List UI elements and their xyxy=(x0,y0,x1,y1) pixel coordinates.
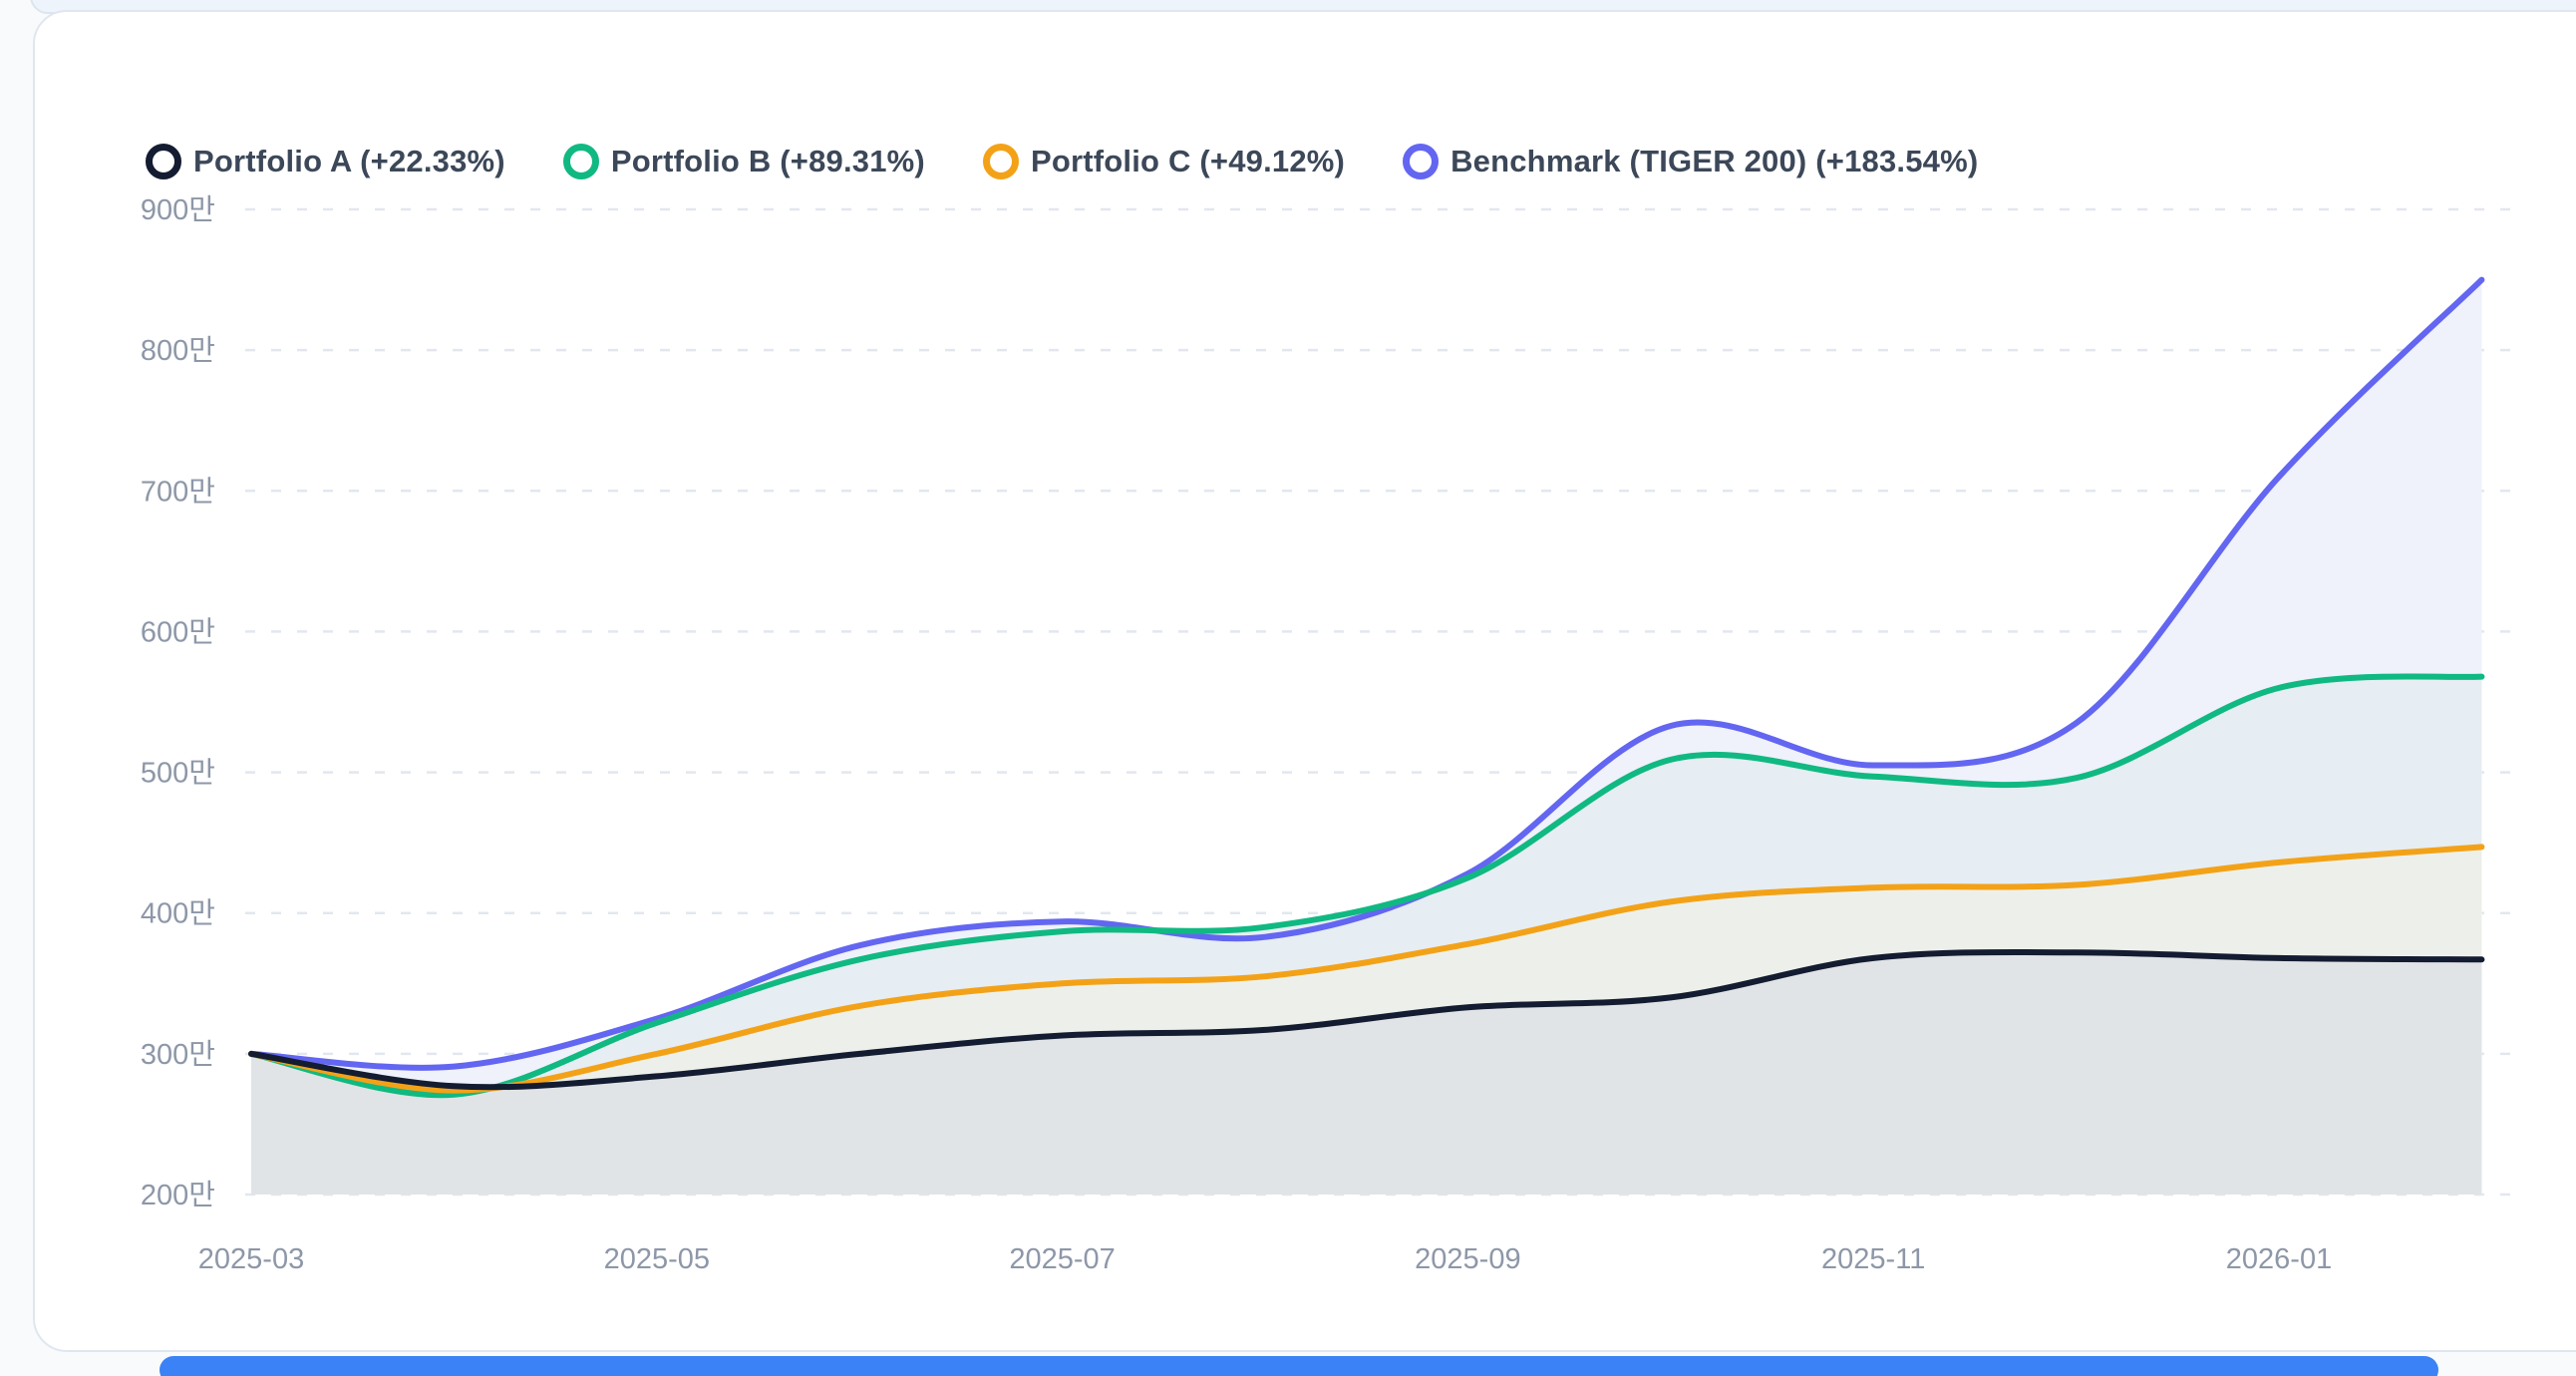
y-axis-tick-label: 400만 xyxy=(141,898,215,930)
legend-item-label: Portfolio C (+49.12%) xyxy=(1030,144,1346,178)
legend-item-label: Portfolio B (+89.31%) xyxy=(610,144,925,178)
y-axis-tick-label: 700만 xyxy=(141,476,215,508)
y-axis-tick-label: 600만 xyxy=(141,616,215,648)
x-axis-tick-label: 2025-09 xyxy=(1415,1243,1520,1275)
y-axis-tick-label: 800만 xyxy=(141,335,215,367)
x-axis-tick-label: 2025-11 xyxy=(1821,1243,1925,1275)
legend-item-4[interactable]: Benchmark (TIGER 200) (+183.54%) xyxy=(1403,144,1978,179)
series-line-portfolio-c[interactable] xyxy=(248,844,2485,1094)
bottom-accent-bar xyxy=(160,1356,2438,1376)
y-axis-tick-label: 500만 xyxy=(141,758,215,790)
area-fill-portfolio-a xyxy=(251,952,2482,1195)
legend-item-label: Portfolio A (+22.33%) xyxy=(193,144,505,178)
x-axis-tick-label: 2025-05 xyxy=(604,1243,710,1275)
y-axis-tick-label: 300만 xyxy=(141,1039,215,1071)
x-axis-tick-label: 2026-01 xyxy=(2226,1243,2332,1275)
series-line-portfolio-a[interactable] xyxy=(248,949,2485,1091)
x-axis-tick-label: 2025-03 xyxy=(198,1243,304,1275)
series-line-portfolio-b[interactable] xyxy=(248,673,2485,1099)
legend-ring-icon xyxy=(1403,144,1440,179)
legend-item-label: Benchmark (TIGER 200) (+183.54%) xyxy=(1450,144,1979,178)
y-axis-tick-label: 200만 xyxy=(141,1180,215,1211)
x-axis-tick-label: 2025-07 xyxy=(1009,1243,1115,1275)
legend-ring-icon xyxy=(146,144,181,179)
legend-item-2[interactable]: Portfolio B (+89.31%) xyxy=(562,144,925,179)
y-axis-tick-label: 900만 xyxy=(141,194,215,226)
legend-item-1[interactable]: Portfolio A (+22.33%) xyxy=(146,144,505,179)
legend-item-3[interactable]: Portfolio C (+49.12%) xyxy=(982,144,1346,179)
chart-legend: Portfolio A (+22.33%) Portfolio B (+89.31… xyxy=(146,138,1978,185)
legend-ring-icon xyxy=(982,144,1019,179)
legend-ring-icon xyxy=(562,144,599,179)
